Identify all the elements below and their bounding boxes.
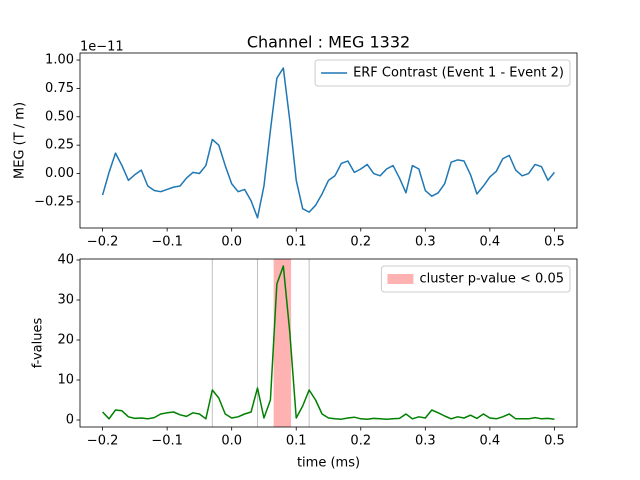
x-tick-label: 0.0	[221, 235, 242, 250]
x-tick-label: −0.1	[151, 434, 183, 449]
legend-label: cluster p-value < 0.05	[419, 272, 564, 287]
legend: ERF Contrast (Event 1 - Event 2)	[314, 59, 571, 87]
y-tick-label: 20	[57, 333, 74, 348]
x-tick-label: 0.3	[415, 434, 436, 449]
x-tick-label: −0.1	[151, 235, 183, 250]
y-tick-label: −0.25	[34, 194, 74, 209]
x-tick-label: 0.5	[544, 235, 565, 250]
y-tick-label: 40	[57, 253, 74, 268]
y-tick-label: 0.00	[45, 166, 74, 181]
y-axis-label: f-values	[31, 318, 46, 369]
y-tick-label: 0.25	[45, 138, 74, 153]
x-tick-label: 0.4	[480, 434, 501, 449]
x-tick-label: 0.1	[286, 235, 307, 250]
y-tick-label: 1.00	[45, 53, 74, 68]
x-tick-label: 0.4	[480, 235, 501, 250]
x-tick-label: −0.2	[87, 235, 119, 250]
y-axis-label: MEG (T / m)	[13, 102, 28, 179]
axes-frame	[79, 52, 578, 229]
data-line	[102, 265, 555, 420]
y-tick-label: 0	[66, 413, 74, 428]
y-tick-label: 0.75	[45, 81, 74, 96]
chart-title: Channel : MEG 1332	[247, 33, 410, 52]
offset-text: 1e−11	[80, 40, 124, 55]
x-tick-label: 0.3	[415, 235, 436, 250]
y-tick-label: 0.50	[45, 109, 74, 124]
legend-frame	[380, 265, 571, 293]
x-tick-label: 0.2	[350, 434, 371, 449]
y-tick-label: 10	[57, 373, 74, 388]
x-tick-label: −0.2	[87, 434, 119, 449]
axes-frame	[79, 258, 578, 428]
data-line	[101, 67, 555, 219]
x-tick-label: 0.1	[286, 434, 307, 449]
x-tick-label: 0.5	[544, 434, 565, 449]
legend-label: ERF Contrast (Event 1 - Event 2)	[353, 66, 564, 81]
legend-swatch	[387, 274, 414, 284]
y-tick-label: 30	[57, 293, 74, 308]
x-axis-label: time (ms)	[297, 456, 360, 471]
x-tick-label: 0.0	[221, 434, 242, 449]
x-tick-label: 0.2	[350, 235, 371, 250]
legend: cluster p-value < 0.05	[380, 265, 571, 293]
legend-frame	[314, 59, 571, 87]
